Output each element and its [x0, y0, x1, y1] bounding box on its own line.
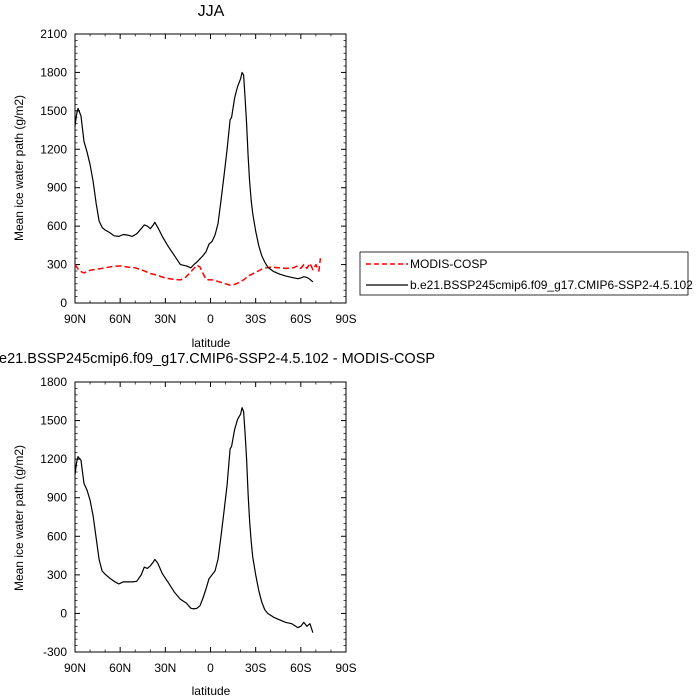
bottom-panel-y-axis-label: Mean ice water path (g/m2): [12, 445, 26, 591]
bottom-panel-y-tick-label: 1200: [40, 452, 67, 466]
top-panel-y-tick-label: 0: [60, 296, 67, 310]
bottom-panel-x-tick-label: 0: [207, 661, 214, 675]
bottom-panel-x-tick-label: 30N: [154, 661, 176, 675]
top-panel-x-tick-label: 90S: [335, 312, 356, 326]
bottom-panel-x-tick-label: 60N: [109, 661, 131, 675]
bottom-panel-y-tick-label: 300: [47, 568, 67, 582]
bottom-panel-x-axis-label: latitude: [192, 684, 231, 698]
top-panel-y-tick-label: 1200: [40, 142, 67, 156]
bottom-panel-y-tick-label: -300: [43, 645, 67, 659]
bottom-panel-y-tick-label: 1800: [40, 375, 67, 389]
top-panel-x-tick-label: 60N: [109, 312, 131, 326]
bottom-panel-y-tick-label: 1500: [40, 414, 67, 428]
top-panel-y-tick-label: 1500: [40, 104, 67, 118]
legend-label-model: b.e21.BSSP245cmip6.f09_g17.CMIP6-SSP2-4.…: [410, 278, 693, 292]
bottom-panel-x-tick-label: 90N: [64, 661, 86, 675]
top-panel: JJA Mean ice water path (g/m2) latitude …: [12, 3, 357, 350]
top-panel-x-tick-label: 90N: [64, 312, 86, 326]
top-panel-y-tick-label: 300: [47, 258, 67, 272]
top-panel-y-tick-label: 1800: [40, 65, 67, 79]
bottom-panel-series-line-model: [74, 407, 314, 633]
bottom-panel-y-tick-label: 600: [47, 529, 67, 543]
bottom-panel-y-tick-label: 0: [60, 606, 67, 620]
bottom-panel: b.e21.BSSP245cmip6.f09_g17.CMIP6-SSP2-4.…: [0, 351, 435, 698]
bottom-panel-y-tick-label: 900: [47, 491, 67, 505]
bottom-panel-x-tick-label: 60S: [290, 661, 311, 675]
top-panel-series-line-model: [74, 71, 314, 283]
legend: MODIS-COSP b.e21.BSSP245cmip6.f09_g17.CM…: [359, 251, 693, 296]
top-panel-x-tick-label: 30S: [245, 312, 266, 326]
bottom-panel-title: b.e21.BSSP245cmip6.f09_g17.CMIP6-SSP2-4.…: [0, 351, 435, 367]
top-panel-x-tick-label: 60S: [290, 312, 311, 326]
bottom-panel-x-tick-label: 90S: [335, 661, 356, 675]
top-panel-x-axis-label: latitude: [192, 336, 231, 350]
bottom-panel-x-tick-label: 30S: [245, 661, 266, 675]
top-panel-y-tick-label: 2100: [40, 27, 67, 41]
top-panel-series-line-modis: [74, 258, 322, 286]
top-panel-frame: [74, 33, 347, 304]
top-panel-y-axis-label: Mean ice water path (g/m2): [12, 95, 26, 241]
top-panel-x-tick-label: 0: [207, 312, 214, 326]
bottom-panel-frame: [74, 381, 347, 653]
top-panel-y-tick-label: 600: [47, 219, 67, 233]
top-panel-title: JJA: [198, 3, 225, 20]
bottom-panel-plot-area: -300 0 300 600 900 1200 1500 1800 90N 60N 30N 0 30S 6…: [40, 375, 356, 675]
top-panel-x-tick-label: 30N: [154, 312, 176, 326]
legend-label-modis: MODIS-COSP: [410, 257, 487, 271]
legend-box: [359, 251, 689, 296]
top-panel-y-tick-label: 900: [47, 181, 67, 195]
top-panel-plot-area: 0 300 600 900 1200 1500 1800 2100 90N 60N 30N 0 30S 6…: [40, 27, 356, 326]
